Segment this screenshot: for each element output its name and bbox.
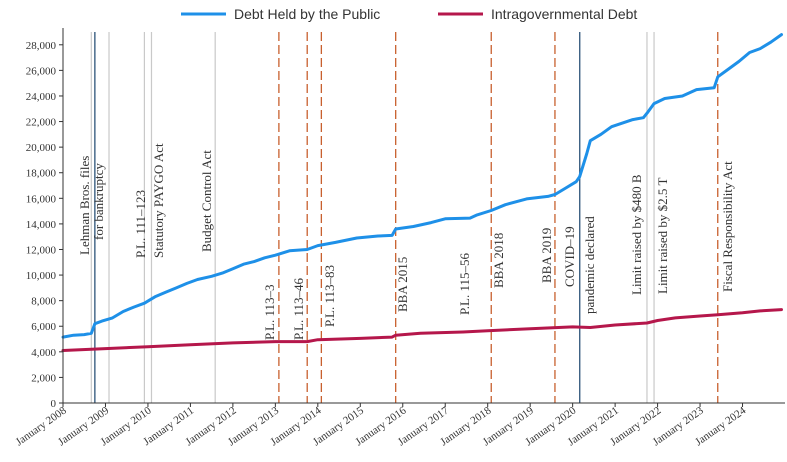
legend: Debt Held by the Public Intragovernmental… [181,6,637,22]
y-tick-label-7: 14,000 [26,219,57,231]
y-tick-label-0: 0 [51,398,57,410]
y-tick-label-2: 4,000 [31,347,56,359]
event-label-0: Lehman Bros. files [77,156,92,255]
y-tick-label-10: 20,000 [26,142,57,154]
event-label-8: P.L. 113–83 [322,265,337,327]
event-label-11: BBA 2018 [491,233,506,288]
event-label-9: BBA 2015 [395,257,410,312]
y-tick-label-4: 8,000 [31,296,56,308]
event-label-14: pandemic declared [582,216,597,314]
y-tick-label-13: 26,000 [26,65,57,77]
y-tick-label-14: 28,000 [26,40,57,52]
event-label-12: BBA 2019 [539,228,554,283]
y-tick-label-11: 22,000 [26,117,57,129]
y-tick-label-6: 12,000 [26,244,57,256]
event-label-13: COVID–19 [562,226,577,287]
series-lines [61,33,783,352]
y-tick-label-5: 10,000 [26,270,57,282]
y-tick-label-12: 24,000 [26,91,57,103]
y-tick-label-9: 18,000 [26,168,57,180]
event-label-16: Limit raised by $2.5 T [655,178,670,294]
series-line-0 [61,33,783,339]
event-label-10: P.L. 115–56 [457,253,472,315]
event-label-17: Fiscal Responsibility Act [720,161,735,292]
series-line-1 [61,308,783,352]
event-label-7: P.L. 113–46 [291,278,306,340]
event-label-1: for bankruptcy [91,163,106,240]
event-label-3: P.L. 111–123 [133,190,148,258]
event-label-4: Statutory PAYGO Act [151,143,166,258]
y-tick-label-3: 6,000 [31,321,56,333]
legend-label-1: Intragovernmental Debt [491,6,637,22]
event-label-5: Budget Control Act [199,150,214,252]
event-label-6: P.L. 113–3 [262,285,277,341]
event-label-15: Limit raised by $480 B [629,174,644,295]
y-tick-label-1: 2,000 [31,372,56,384]
event-annotations: Lehman Bros. files for bankruptcy P.L. 111… [77,143,735,340]
legend-label-0: Debt Held by the Public [234,6,380,22]
event-lines [90,32,719,403]
y-tick-label-8: 16,000 [26,193,57,205]
